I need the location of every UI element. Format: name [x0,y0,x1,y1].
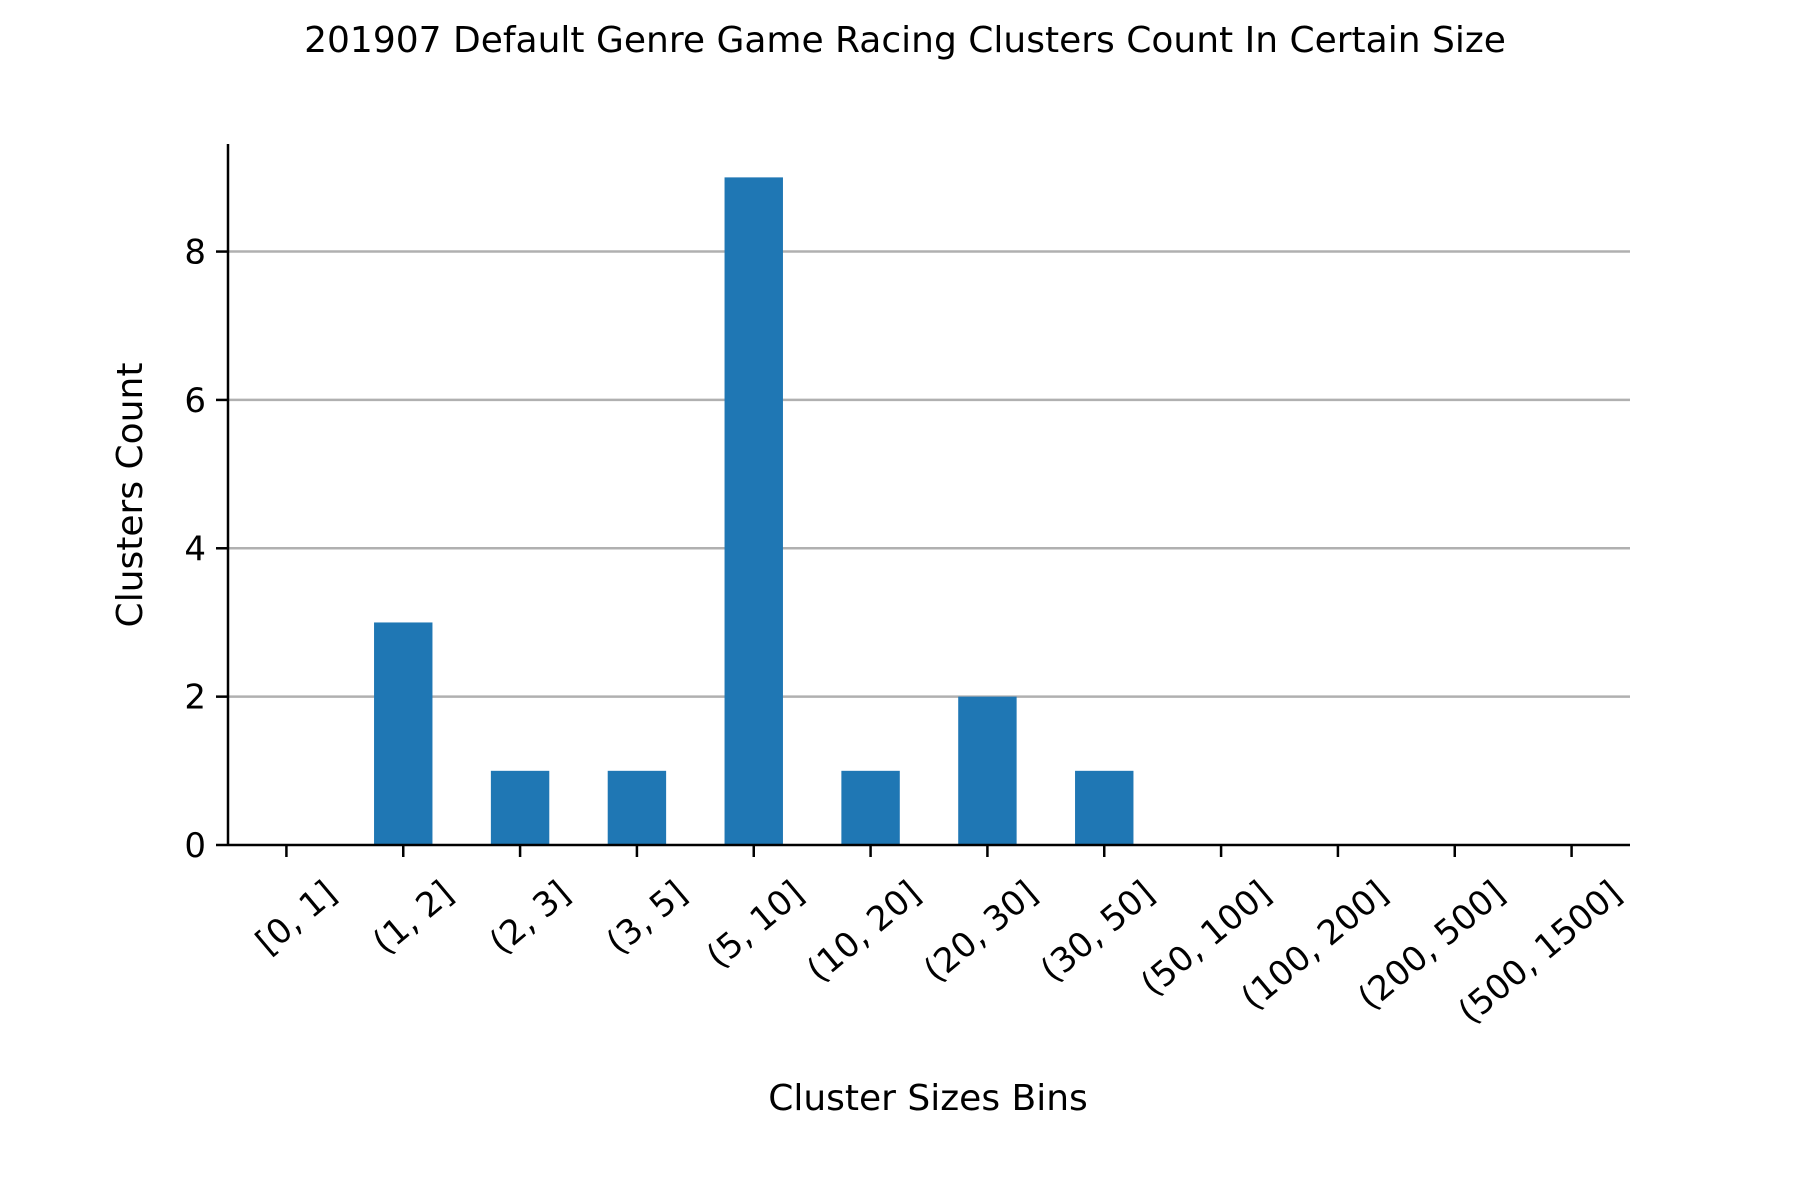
y-tick-label: 6 [184,381,206,421]
x-tick-label: (1, 2] [365,873,461,962]
x-tick-label: (2, 3] [482,873,578,962]
x-axis-title: Cluster Sizes Bins [768,1078,1088,1119]
x-tick-label: (3, 5] [599,873,695,962]
grid [228,250,1630,698]
x-ticks: [0, 1] (1, 2] (2, 3] (3, 5] (5, 10](10, 20](… [248,845,1629,1032]
y-ticks: 0 2 4 6 8 [184,233,228,866]
y-tick-label: 8 [184,233,206,273]
y-tick-label: 0 [184,826,206,866]
chart-title: 201907 Default Genre Game Racing Cluster… [304,20,1506,61]
bar [841,770,900,845]
bar [607,770,667,845]
bars [374,177,1134,845]
bar [490,770,550,845]
axes [226,144,1630,847]
x-tick-label: (5, 10] [699,873,811,976]
x-tick-label: [0, 1] [248,873,344,962]
y-tick-label: 2 [184,678,206,718]
x-tick-label: (20, 30] [916,873,1045,990]
bar [1075,770,1134,845]
bar [374,622,433,845]
y-tick-label: 4 [184,529,206,569]
bar [724,177,783,845]
bar [958,696,1017,845]
y-axis-title: Clusters Count [110,363,151,628]
x-tick-label: (10, 20] [799,873,928,990]
